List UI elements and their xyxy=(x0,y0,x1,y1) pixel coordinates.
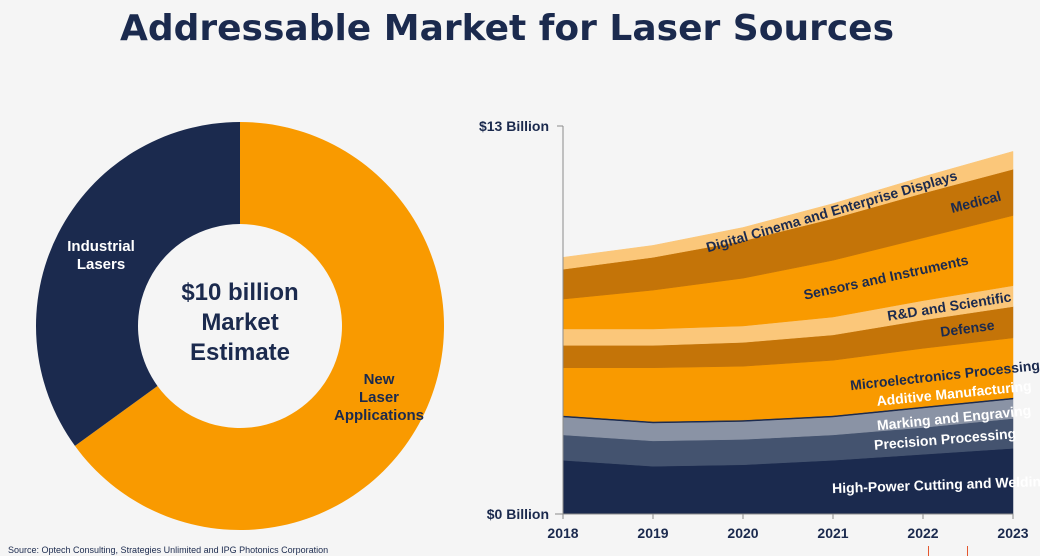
footer-tick xyxy=(967,546,968,556)
series-label: Defense xyxy=(939,317,995,340)
donut-slice-label: Industrial Lasers xyxy=(67,238,135,273)
area-band xyxy=(562,151,1014,270)
source-note: Source: Optech Consulting, Strategies Un… xyxy=(8,545,329,555)
donut-slice-label: New Laser Applications xyxy=(334,371,424,424)
x-tick-label: 2022 xyxy=(907,525,938,541)
y-tick-label: $0 Billion xyxy=(487,506,549,522)
x-tick-label: 2023 xyxy=(997,525,1028,541)
footer-tick xyxy=(928,546,929,556)
x-tick-label: 2019 xyxy=(637,525,668,541)
donut-chart: New Laser Applications Industrial Lasers $10 … xyxy=(35,122,444,530)
donut-slice xyxy=(35,122,240,446)
stacked-area-chart: High-Power Cutting and WeldingPrecision … xyxy=(479,118,1040,541)
donut-center-label: $10 billion Market Estimate xyxy=(181,279,298,366)
y-tick-label: $13 Billion xyxy=(479,118,549,134)
page-title: Addressable Market for Laser Sources xyxy=(119,8,895,49)
x-tick-label: 2020 xyxy=(727,525,758,541)
x-tick-label: 2018 xyxy=(547,525,578,541)
x-tick-label: 2021 xyxy=(817,525,848,541)
donut-slice xyxy=(74,122,444,530)
series-label: High-Power Cutting and Welding xyxy=(832,473,1040,496)
